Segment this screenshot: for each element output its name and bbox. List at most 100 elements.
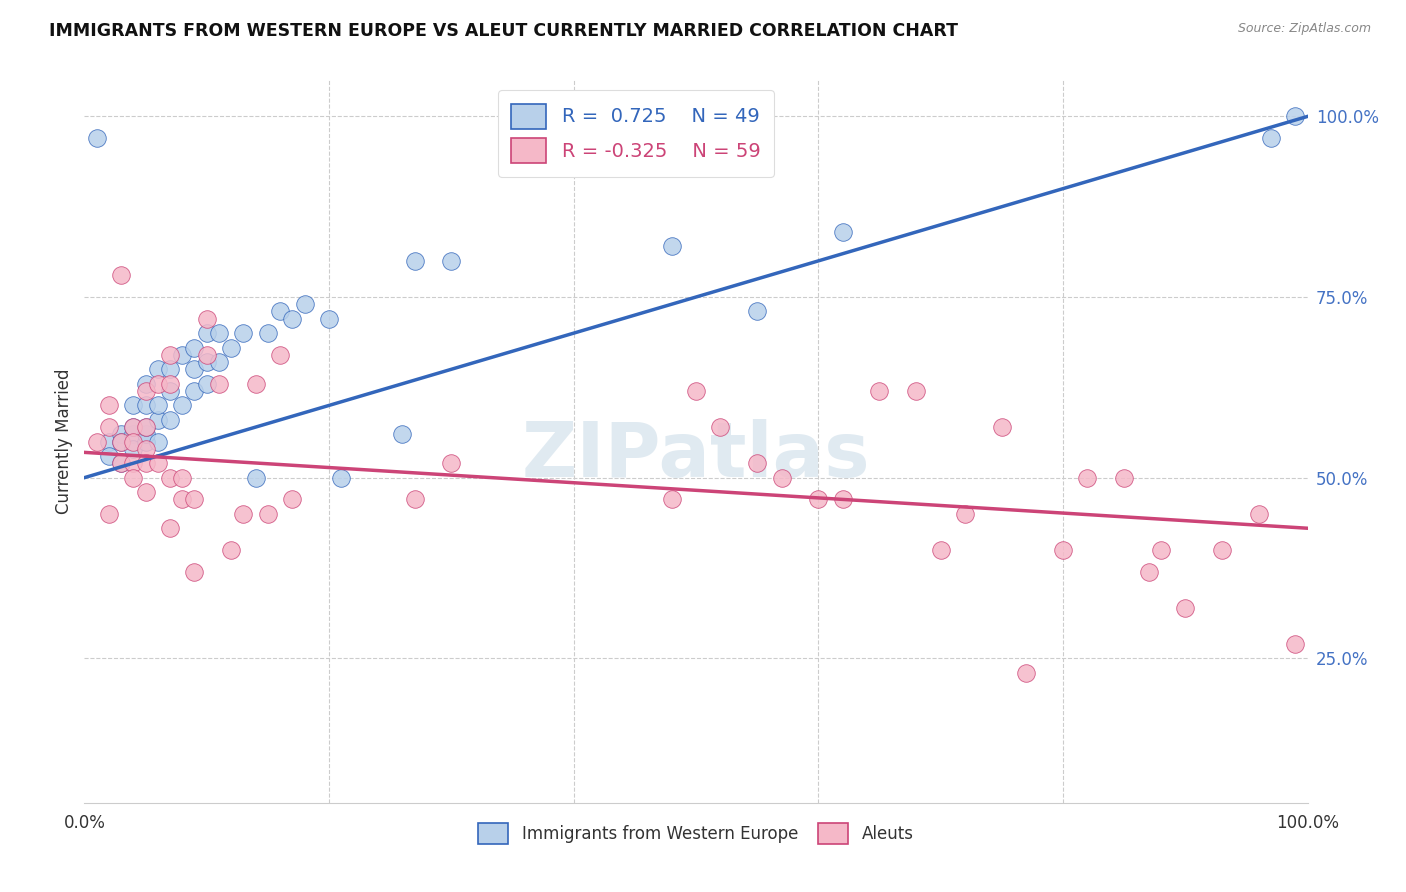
Point (245, 471, 267, 485)
Point (110, 456, 132, 470)
Point (135, 420, 157, 434)
Point (391, 427, 413, 442)
Point (183, 565, 205, 579)
Point (86, 434, 108, 449)
Point (440, 253, 463, 268)
Point (905, 384, 928, 398)
Point (135, 398, 157, 412)
Point (97, 507, 120, 521)
Point (135, 442, 157, 456)
Point (183, 492, 205, 507)
Point (1015, 665, 1038, 680)
Point (1052, 542, 1074, 557)
Point (232, 507, 254, 521)
Point (135, 485, 157, 500)
Point (709, 420, 731, 434)
Point (195, 348, 218, 362)
Point (183, 341, 205, 355)
Point (135, 420, 157, 434)
Point (1211, 542, 1233, 557)
Legend: Immigrants from Western Europe, Aleuts: Immigrants from Western Europe, Aleuts (470, 814, 922, 852)
Point (831, 492, 853, 507)
Point (294, 297, 316, 311)
Point (1284, 109, 1306, 123)
Point (110, 427, 132, 442)
Point (135, 384, 157, 398)
Text: IMMIGRANTS FROM WESTERN EUROPE VS ALEUT CURRENTLY MARRIED CORRELATION CHART: IMMIGRANTS FROM WESTERN EUROPE VS ALEUT … (49, 22, 959, 40)
Point (831, 225, 853, 239)
Point (110, 434, 132, 449)
Point (159, 384, 181, 398)
Point (1114, 471, 1136, 485)
Point (770, 471, 793, 485)
Point (404, 253, 426, 268)
Point (195, 326, 218, 341)
Point (172, 471, 194, 485)
Point (269, 348, 291, 362)
Point (953, 507, 976, 521)
Point (122, 442, 145, 456)
Point (195, 355, 218, 369)
Point (159, 413, 181, 427)
Point (440, 456, 463, 470)
Point (1150, 542, 1173, 557)
Point (257, 326, 280, 341)
Point (122, 420, 145, 434)
Point (135, 376, 157, 391)
Point (281, 311, 304, 326)
Point (146, 398, 169, 412)
Point (232, 326, 254, 341)
Point (159, 471, 181, 485)
Point (97, 398, 120, 412)
Point (929, 542, 952, 557)
Point (747, 304, 769, 318)
Point (97, 420, 120, 434)
Point (146, 376, 169, 391)
Point (97, 449, 120, 463)
Point (122, 434, 145, 449)
Point (135, 456, 157, 470)
Point (208, 355, 231, 369)
Point (404, 492, 426, 507)
Point (269, 304, 291, 318)
Point (159, 376, 181, 391)
Y-axis label: Currently Married: Currently Married (55, 368, 73, 515)
Point (135, 427, 157, 442)
Point (807, 492, 830, 507)
Point (195, 311, 218, 326)
Point (1174, 600, 1197, 615)
Point (991, 420, 1014, 434)
Point (208, 326, 231, 341)
Point (661, 239, 683, 253)
Point (135, 434, 157, 449)
Point (1247, 507, 1270, 521)
Point (257, 507, 280, 521)
Point (281, 492, 304, 507)
Text: ZIPatlas: ZIPatlas (522, 419, 870, 493)
Point (661, 492, 683, 507)
Point (1076, 471, 1098, 485)
Point (219, 341, 242, 355)
Point (146, 362, 169, 376)
Point (146, 434, 169, 449)
Point (1137, 565, 1160, 579)
Point (122, 427, 145, 442)
Point (685, 384, 707, 398)
Point (122, 420, 145, 434)
Point (159, 521, 181, 535)
Point (172, 348, 194, 362)
Point (330, 471, 353, 485)
Point (183, 362, 205, 376)
Point (122, 398, 145, 412)
Point (146, 413, 169, 427)
Point (172, 492, 194, 507)
Point (183, 384, 205, 398)
Point (172, 398, 194, 412)
Point (245, 376, 267, 391)
Point (110, 434, 132, 449)
Point (1284, 637, 1306, 651)
Point (219, 542, 242, 557)
Point (159, 362, 181, 376)
Point (97, 434, 120, 449)
Point (747, 456, 769, 470)
